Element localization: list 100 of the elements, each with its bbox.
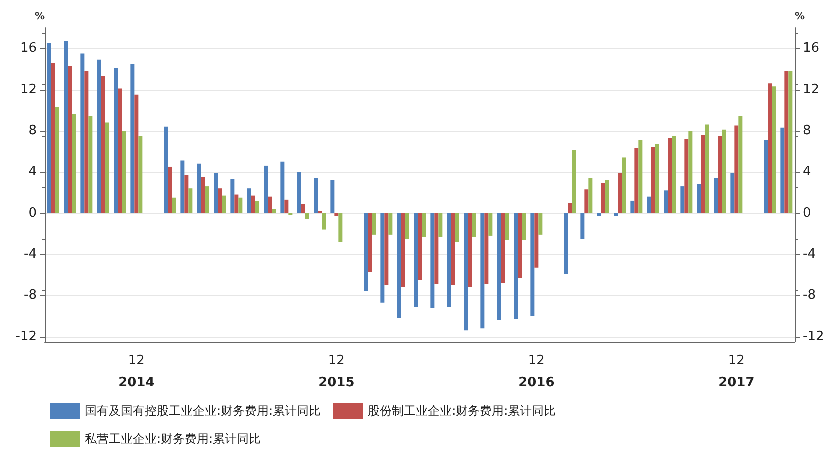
bar	[680, 186, 685, 214]
bar	[97, 60, 102, 214]
bar	[714, 178, 718, 214]
bar	[268, 196, 272, 214]
bar	[634, 148, 639, 214]
bar	[788, 71, 793, 214]
y2-tick-label: 16	[803, 41, 820, 56]
bar	[284, 200, 289, 214]
bar	[505, 213, 510, 240]
bar	[51, 63, 56, 214]
y2-tick-label: 8	[803, 123, 812, 138]
legend-label: 私营工业企业:财务费用:累计同比	[85, 432, 262, 446]
bar	[114, 68, 118, 214]
bar	[88, 116, 93, 214]
bar	[188, 188, 193, 214]
y-tick-label: 8	[28, 123, 37, 138]
bar	[222, 196, 226, 214]
bar	[122, 130, 126, 214]
bar	[718, 136, 722, 214]
bar	[247, 188, 252, 214]
bar	[468, 213, 472, 288]
bar	[84, 71, 89, 214]
bar	[688, 130, 693, 214]
bar	[438, 213, 443, 237]
x-tick-label: 12 2016	[518, 354, 555, 390]
bar	[618, 173, 622, 214]
bar	[738, 116, 743, 214]
bar	[255, 200, 260, 214]
y-tick-label: 0	[28, 206, 37, 221]
bar	[647, 196, 652, 214]
bar	[564, 213, 568, 274]
bar	[534, 213, 539, 268]
bar	[664, 190, 668, 214]
bar	[451, 213, 456, 286]
bar	[214, 173, 218, 214]
bar	[168, 166, 172, 214]
bar	[638, 140, 643, 214]
bar	[672, 136, 676, 214]
bar	[484, 213, 489, 284]
bar	[64, 41, 68, 214]
bar	[684, 139, 689, 214]
bar	[280, 162, 285, 214]
y2-tick-label: 12	[803, 82, 820, 98]
bar	[55, 107, 60, 214]
bar	[488, 213, 493, 236]
bar	[297, 172, 302, 214]
bar	[697, 184, 702, 214]
bar	[655, 144, 660, 214]
bar	[601, 183, 606, 214]
bar	[72, 114, 76, 214]
bar	[251, 196, 256, 214]
y-axis-title: %	[34, 12, 45, 22]
bar	[105, 122, 110, 214]
bar	[201, 177, 206, 214]
bar	[368, 213, 372, 272]
bar	[305, 213, 310, 220]
bar	[622, 158, 626, 214]
bar	[434, 213, 439, 284]
bar	[430, 213, 435, 308]
bar	[338, 213, 343, 242]
bar	[47, 43, 52, 214]
bar	[530, 213, 535, 316]
bar	[518, 213, 522, 278]
bar	[364, 213, 368, 292]
bar	[668, 138, 672, 214]
bar	[264, 166, 268, 214]
bar	[414, 213, 418, 307]
bar	[455, 213, 460, 242]
bar	[497, 213, 502, 320]
bar	[197, 164, 202, 214]
bar	[722, 130, 726, 214]
bar	[164, 126, 168, 214]
bar	[134, 94, 139, 214]
bar	[780, 128, 785, 214]
bar	[68, 66, 72, 214]
bar	[605, 180, 610, 214]
bar	[322, 213, 326, 230]
y-tick-label: 16	[20, 41, 37, 56]
bar	[580, 213, 585, 240]
bar	[234, 194, 239, 214]
bar	[614, 213, 618, 216]
bar	[334, 213, 339, 216]
bar	[272, 209, 276, 214]
bar	[384, 213, 389, 286]
y2-tick-label: -12	[803, 329, 824, 344]
y2-tick-label: -4	[803, 246, 816, 262]
legend-label: 股份制工业企业:财务费用:累计同比	[368, 404, 556, 418]
bar	[138, 136, 143, 214]
bar	[597, 213, 602, 216]
y2-tick-label: 0	[803, 206, 812, 221]
x-tick-label: 12 2014	[118, 354, 155, 390]
bar	[405, 213, 410, 240]
bar	[588, 178, 593, 214]
x-tick-label: 12 2015	[318, 354, 355, 390]
y-tick-label: -8	[24, 288, 37, 304]
bar	[572, 150, 576, 214]
bar	[501, 213, 506, 284]
bar	[180, 160, 185, 214]
bar	[101, 76, 106, 214]
bar	[630, 200, 635, 214]
